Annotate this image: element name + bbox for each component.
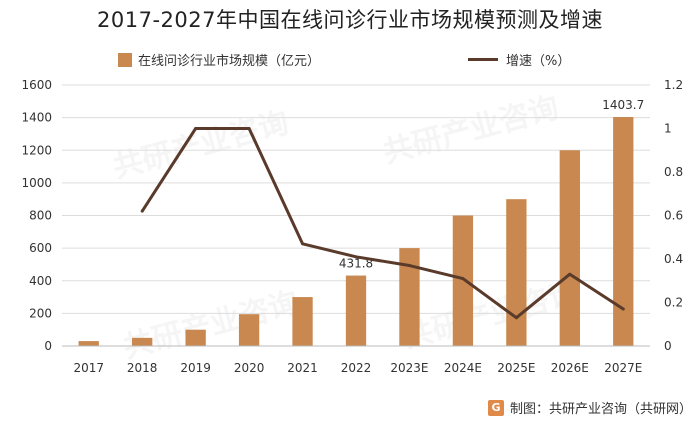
source-text: 制图：共研产业咨询（共研网） [509,402,692,417]
growth-point [247,127,251,130]
bar [452,215,474,346]
chart-title: 2017-2027年中国在线问诊行业市场规模预测及增速 [97,8,603,32]
growth-point [140,209,144,213]
growth-point [354,255,358,259]
bar [292,297,313,346]
y-left-tick-label: 1600 [21,78,52,92]
y-right-tick-label: 1.2 [664,78,683,92]
y-left-tick-label: 0 [44,339,52,353]
y-left-tick-label: 600 [29,241,52,255]
x-tick-label: 2019 [180,361,211,375]
x-tick-label: 2024E [444,361,482,375]
bar [345,275,367,346]
y-left-tick-label: 200 [29,306,52,320]
growth-point [194,127,198,130]
legend-item-line: 增速（%） [468,50,570,69]
x-tick-label: 2022 [341,361,372,375]
source-footer: G 制图：共研产业咨询（共研网） [487,398,692,417]
y-left-tick-label: 800 [29,209,52,223]
data-label: 1403.7 [602,98,644,112]
y-right-tick-label: 0 [664,339,672,353]
legend-bar-swatch [118,52,132,67]
bar [185,329,206,346]
y-right-tick-label: 0.4 [664,252,683,266]
bar [559,150,580,346]
x-tick-label: 2027E [604,361,642,375]
growth-point [301,242,305,246]
x-tick-label: 2026E [551,361,589,375]
x-tick-label: 2023E [390,361,428,375]
bar [132,337,153,346]
x-tick-label: 2021 [287,361,318,375]
bar [613,117,634,346]
legend-item-bar: 在线问诊行业市场规模（亿元） [118,50,320,69]
legend-line-label: 增速（%） [506,54,571,69]
x-tick-label: 2018 [127,361,158,375]
growth-point [407,264,411,268]
x-tick-label: 2020 [234,361,265,375]
x-tick-label: 2025E [497,361,535,375]
y-left-tick-label: 1200 [21,143,52,157]
legend-line-swatch [468,58,498,61]
bar [238,314,260,346]
y-right-tick-label: 0.6 [664,209,683,223]
chart-legend: 在线问诊行业市场规模（亿元） 增速（%） [0,50,700,70]
growth-point [621,307,625,311]
growth-point [461,277,465,281]
bar [78,341,99,346]
y-left-tick-label: 400 [29,274,52,288]
growth-line [140,127,625,320]
bar [506,199,527,346]
legend-bar-label: 在线问诊行业市场规模（亿元） [138,54,321,69]
y-right-tick-label: 0.8 [664,165,683,179]
logo-icon: G [487,399,504,416]
y-right-tick-label: 0.2 [664,296,683,310]
y-left-tick-label: 1400 [21,111,52,125]
bar [399,248,420,346]
y-left-tick-label: 1000 [21,176,52,190]
growth-point [568,272,572,276]
data-label: 431.8 [339,257,373,271]
y-right-tick-label: 1 [664,122,672,136]
growth-point [514,316,518,320]
x-tick-label: 2017 [73,361,104,375]
